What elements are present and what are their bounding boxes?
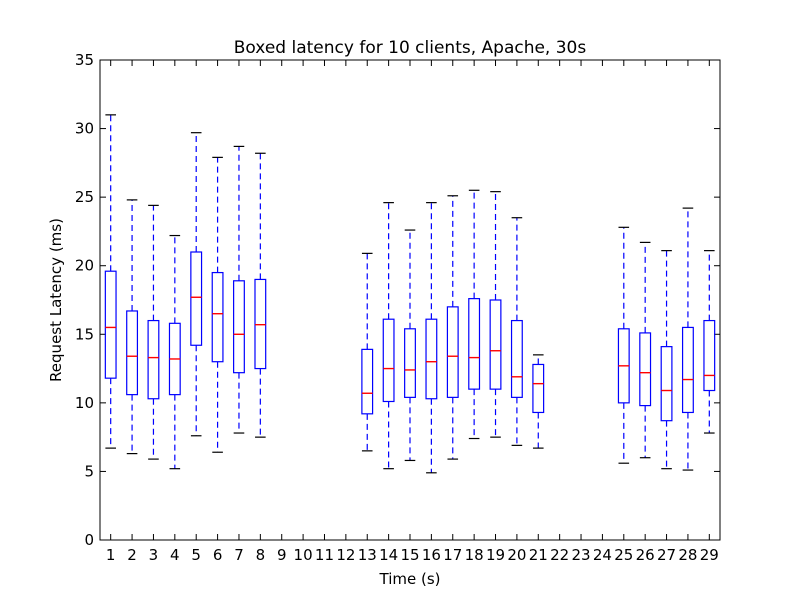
box <box>147 319 160 400</box>
x-tick-label: 18 <box>465 546 484 564</box>
box <box>703 319 716 392</box>
box <box>382 318 395 403</box>
y-tick-label: 25 <box>75 188 94 206</box>
box <box>489 299 502 390</box>
x-axis-label: Time (s) <box>379 570 441 588</box>
box <box>190 251 203 346</box>
box <box>126 310 139 396</box>
chart-title: Boxed latency for 10 clients, Apache, 30… <box>234 38 587 58</box>
y-tick-label: 0 <box>84 531 94 549</box>
x-tick-label: 26 <box>636 546 655 564</box>
box <box>639 332 652 407</box>
y-tick-label: 30 <box>75 120 94 138</box>
x-tick-label: 19 <box>486 546 505 564</box>
y-tick-label: 5 <box>84 462 94 480</box>
box <box>681 326 694 414</box>
x-tick-label: 21 <box>529 546 548 564</box>
x-tick-label: 16 <box>422 546 441 564</box>
x-tick-label: 8 <box>256 546 266 564</box>
box <box>404 328 416 398</box>
x-tick-label: 27 <box>657 546 676 564</box>
x-tick-label: 20 <box>507 546 526 564</box>
x-tick-label: 3 <box>149 546 159 564</box>
x-tick-label: 7 <box>234 546 244 564</box>
box <box>233 280 245 374</box>
x-tick-label: 5 <box>191 546 201 564</box>
x-tick-label: 25 <box>614 546 633 564</box>
x-tick-label: 11 <box>315 546 334 564</box>
box <box>468 298 481 390</box>
x-tick-label: 10 <box>294 546 313 564</box>
x-tick-label: 4 <box>170 546 180 564</box>
x-tick-label: 1 <box>106 546 116 564</box>
x-tick-label: 23 <box>571 546 590 564</box>
x-tick-label: 6 <box>213 546 223 564</box>
x-tick-label: 17 <box>443 546 462 564</box>
x-tick-label: 24 <box>593 546 612 564</box>
y-tick-label: 15 <box>75 325 94 343</box>
x-tick-label: 28 <box>678 546 697 564</box>
box <box>211 271 224 363</box>
y-tick-label: 10 <box>75 394 94 412</box>
x-tick-label: 13 <box>358 546 377 564</box>
box <box>660 346 673 422</box>
box <box>104 270 117 379</box>
y-tick-label: 20 <box>75 257 94 275</box>
box <box>510 319 523 398</box>
x-tick-label: 9 <box>277 546 287 564</box>
plot-frame <box>99 59 721 541</box>
x-tick-label: 2 <box>127 546 137 564</box>
box <box>446 306 459 398</box>
box <box>361 348 374 415</box>
x-tick-label: 15 <box>400 546 419 564</box>
box <box>532 363 545 414</box>
box <box>425 318 438 400</box>
y-tick-label: 35 <box>75 51 94 69</box>
x-tick-label: 12 <box>336 546 355 564</box>
y-axis-label: Request Latency (ms) <box>47 218 65 382</box>
x-tick-label: 29 <box>700 546 719 564</box>
x-tick-label: 22 <box>550 546 569 564</box>
x-tick-label: 14 <box>379 546 398 564</box>
